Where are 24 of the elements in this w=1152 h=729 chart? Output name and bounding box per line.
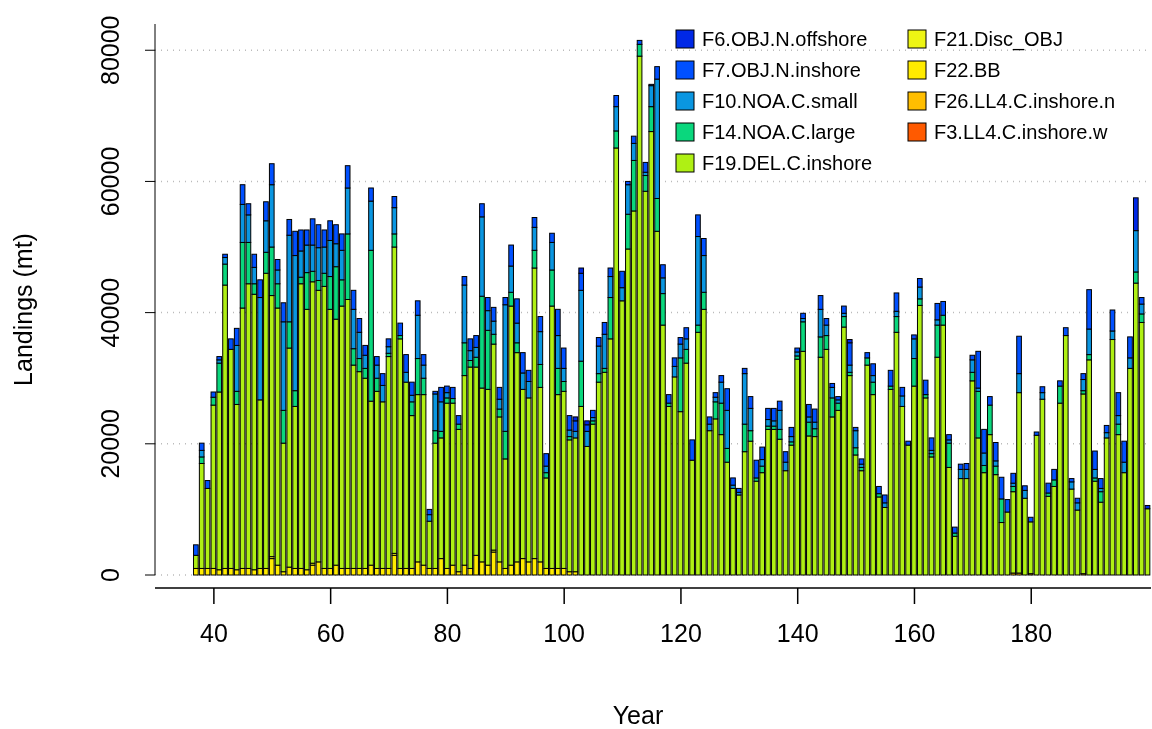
legend-label: F7.OBJ.N.inshore xyxy=(702,59,861,81)
x-axis-title: Year xyxy=(612,701,664,729)
y-tick-label: 20000 xyxy=(96,409,124,479)
y-tick-label: 80000 xyxy=(96,15,124,85)
legend-label: F14.NOA.C.large xyxy=(702,121,856,143)
x-tick-label: 80 xyxy=(433,618,462,647)
x-tick-label: 40 xyxy=(199,618,228,647)
x-tick-label: 60 xyxy=(316,618,345,647)
x-tick-label: 160 xyxy=(893,618,936,647)
x-tick-label: 180 xyxy=(1010,618,1053,647)
legend-label: F21.Disc_OBJ xyxy=(934,28,1063,51)
legend-label: F6.OBJ.N.offshore xyxy=(702,28,868,50)
legend-label: F26.LL4.C.inshore.n xyxy=(934,90,1116,112)
y-tick-label: 60000 xyxy=(96,146,124,217)
y-axis-title: Landings (mt) xyxy=(9,233,37,386)
legend-label: F19.DEL.C.inshore xyxy=(702,152,873,174)
x-tick-label: 120 xyxy=(660,618,702,647)
legend-label: F22.BB xyxy=(934,59,1001,81)
y-tick-label: 40000 xyxy=(96,277,124,348)
x-tick-label: 140 xyxy=(776,618,819,647)
legend-label: F3.LL4.C.inshore.w xyxy=(934,121,1108,143)
x-tick-label: 100 xyxy=(543,618,586,647)
y-tick-label: 0 xyxy=(96,568,124,582)
legend-label: F10.NOA.C.small xyxy=(702,90,858,112)
